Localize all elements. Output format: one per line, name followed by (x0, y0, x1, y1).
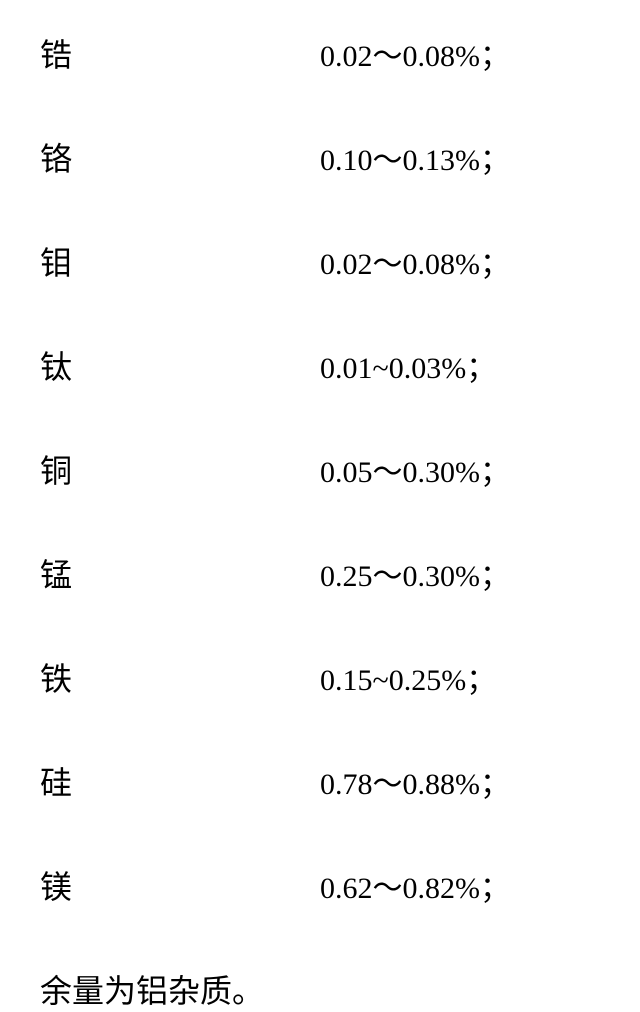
element-value: 0.10～0.13%； (320, 135, 510, 179)
element-value: 0.62～0.82%； (320, 863, 510, 907)
element-value: 0.02～0.08%； (320, 31, 510, 75)
table-row: 锆 0.02～0.08%； (40, 30, 610, 76)
composition-table: 锆 0.02～0.08%； 铬 0.10～0.13%； 钼 0.02～0.08%… (40, 30, 610, 1012)
element-name: 硅 (40, 758, 320, 804)
element-name: 锆 (40, 30, 320, 76)
element-name: 铁 (40, 654, 320, 700)
footer-text: 余量为铝杂质。 (40, 966, 610, 1012)
table-row: 镁 0.62～0.82%； (40, 862, 610, 908)
element-value: 0.05～0.30%； (320, 447, 510, 491)
element-value: 0.15~0.25%； (320, 655, 496, 699)
table-row: 铜 0.05～0.30%； (40, 446, 610, 492)
element-value: 0.78～0.88%； (320, 759, 510, 803)
element-value: 0.25～0.30%； (320, 551, 510, 595)
element-name: 镁 (40, 862, 320, 908)
table-row: 铬 0.10～0.13%； (40, 134, 610, 180)
element-name: 铬 (40, 134, 320, 180)
element-name: 铜 (40, 446, 320, 492)
table-row: 铁 0.15~0.25%； (40, 654, 610, 700)
element-name: 钛 (40, 342, 320, 388)
table-row: 钛 0.01~0.03%； (40, 342, 610, 388)
table-row: 锰 0.25～0.30%； (40, 550, 610, 596)
table-row: 硅 0.78～0.88%； (40, 758, 610, 804)
element-value: 0.01~0.03%； (320, 343, 496, 387)
element-name: 锰 (40, 550, 320, 596)
element-value: 0.02～0.08%； (320, 239, 510, 283)
table-row: 钼 0.02～0.08%； (40, 238, 610, 284)
element-name: 钼 (40, 238, 320, 284)
